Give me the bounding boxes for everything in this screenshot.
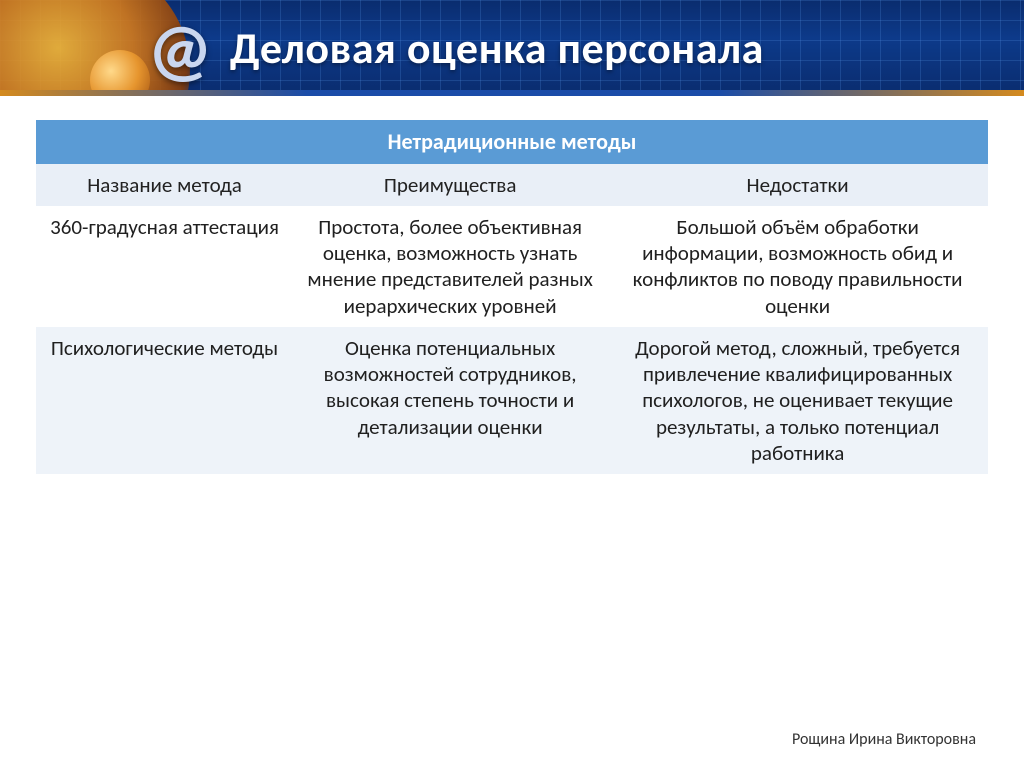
col-header-name: Название метода — [36, 164, 293, 206]
methods-table: Нетрадиционные методы Название метода Пр… — [36, 120, 988, 474]
slide-content: Нетрадиционные методы Название метода Пр… — [0, 96, 1024, 474]
cell-method-cons: Дорогой метод, сложный, требуется привле… — [607, 327, 988, 474]
cell-method-pros: Простота, более объективная оценка, возм… — [293, 206, 607, 327]
cell-method-pros: Оценка потенциальных возможностей сотруд… — [293, 327, 607, 474]
table-title-row: Нетрадиционные методы — [36, 120, 988, 164]
slide-title: Деловая оценка персонала — [230, 21, 764, 75]
header-orb-large — [0, 0, 190, 96]
at-sign-icon: @ — [140, 10, 220, 90]
footer-author: Рощина Ирина Викторовна — [792, 730, 976, 749]
cell-method-name: 360-градусная аттестация — [36, 206, 293, 327]
cell-method-name: Психологические методы — [36, 327, 293, 474]
table-header-row: Название метода Преимущества Недостатки — [36, 164, 988, 206]
cell-method-cons: Большой объём обработки информации, возм… — [607, 206, 988, 327]
col-header-pros: Преимущества — [293, 164, 607, 206]
slide-header: @ Деловая оценка персонала — [0, 0, 1024, 96]
table-row: Психологические методы Оценка потенциаль… — [36, 327, 988, 474]
table-title: Нетрадиционные методы — [36, 120, 988, 164]
header-accent-bar — [0, 90, 1024, 96]
table-row: 360-градусная аттестация Простота, более… — [36, 206, 988, 327]
col-header-cons: Недостатки — [607, 164, 988, 206]
